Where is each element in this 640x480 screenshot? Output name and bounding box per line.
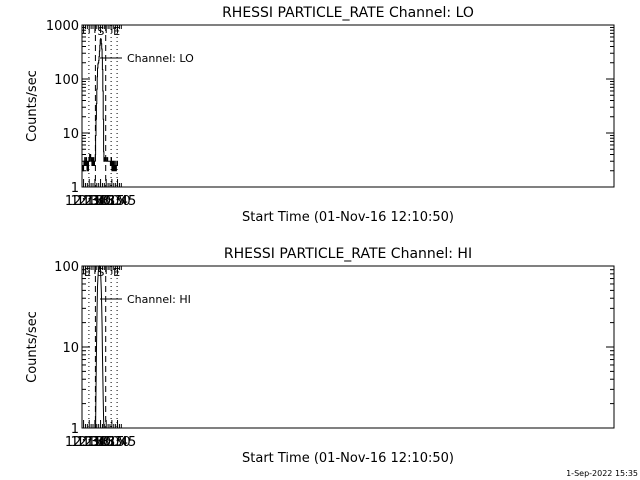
footer-timestamp: 1-Sep-2022 15:35 bbox=[566, 469, 638, 478]
lo-y-tick-label: 1 bbox=[71, 181, 79, 196]
hi-x-tick-label: 13:15 bbox=[87, 435, 124, 450]
lo-x-tick-label: 12:15 bbox=[65, 194, 102, 209]
lo-dashed-marker-label: S bbox=[97, 25, 104, 38]
lo-x-tick-label: 12:45 bbox=[76, 194, 113, 209]
lo-y-axis-label: Counts/sec bbox=[25, 70, 40, 142]
lo-x-tick-label: 13:15 bbox=[87, 194, 124, 209]
hi-channel-panel: RHESSI PARTICLE_RATE Channel: HI 12:1512:… bbox=[25, 246, 615, 466]
hi-x-tick-label: 13:45 bbox=[99, 435, 136, 450]
lo-x-tick-label: 13:45 bbox=[99, 194, 136, 209]
hi-y-tick-label: 1 bbox=[71, 422, 79, 437]
lo-series-line bbox=[81, 38, 118, 172]
lo-y-tick-label: 100 bbox=[54, 73, 79, 88]
hi-dotted-marker-label: E bbox=[113, 266, 120, 279]
lo-plot-frame bbox=[81, 24, 615, 188]
hi-x-tick-label: 12:15 bbox=[65, 435, 102, 450]
hi-x-axis-label: Start Time (01-Nov-16 12:10:50) bbox=[242, 451, 454, 466]
lo-y-tick-label: 1000 bbox=[46, 19, 79, 34]
hi-chart-title: RHESSI PARTICLE_RATE Channel: HI bbox=[224, 246, 472, 262]
hi-x-tick-label: 12:30 bbox=[70, 435, 107, 450]
lo-legend-label: Channel: LO bbox=[127, 52, 194, 65]
hi-dotted-marker-label: E bbox=[84, 266, 91, 279]
hi-y-tick-label: 100 bbox=[54, 260, 79, 275]
hi-plot-frame bbox=[81, 265, 615, 429]
lo-y-tick-label: 10 bbox=[62, 127, 79, 142]
lo-x-axis-label: Start Time (01-Nov-16 12:10:50) bbox=[242, 210, 454, 225]
lo-channel-panel: RHESSI PARTICLE_RATE Channel: LO 12:1512:… bbox=[25, 5, 615, 225]
hi-x-tick-label: 13:30 bbox=[93, 435, 130, 450]
hi-x-tick-label: 13:00 bbox=[82, 435, 119, 450]
lo-x-tick-label: 13:30 bbox=[93, 194, 130, 209]
hi-y-axis-label: Counts/sec bbox=[25, 311, 40, 383]
hi-series-line bbox=[95, 264, 105, 429]
hi-legend-label: Channel: HI bbox=[127, 293, 191, 306]
lo-x-tick-label: 13:00 bbox=[82, 194, 119, 209]
lo-chart-title: RHESSI PARTICLE_RATE Channel: LO bbox=[222, 5, 474, 21]
lo-x-tick-label: 12:30 bbox=[70, 194, 107, 209]
hi-y-tick-label: 10 bbox=[62, 341, 79, 356]
lo-dotted-marker-label: E bbox=[113, 25, 120, 38]
hi-x-tick-label: 12:45 bbox=[76, 435, 113, 450]
